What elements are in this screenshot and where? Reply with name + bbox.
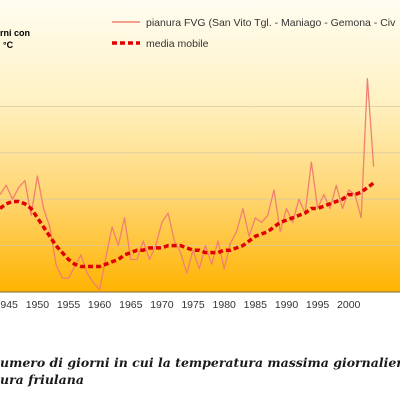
x-tick-label-1990: 1990: [275, 299, 299, 311]
x-tick-label-1975: 1975: [181, 299, 205, 311]
x-tick-label-1950: 1950: [26, 299, 50, 311]
y-axis-label-line-2: °C: [3, 40, 14, 50]
caption-line-1: umero di giorni in cui la temperatura ma…: [0, 355, 400, 370]
x-tick-label-2000: 2000: [337, 299, 361, 311]
x-tick-label-1985: 1985: [244, 299, 268, 311]
y-axis-label-line-1: rni con: [0, 28, 30, 38]
gridlines: [0, 106, 400, 247]
x-tick-label-1945: 1945: [0, 299, 18, 311]
caption-line-2: ura friulana: [0, 372, 84, 387]
legend: pianura FVG (San Vito Tgl. - Maniago - G…: [112, 17, 396, 50]
series-line-observed: [0, 77, 375, 291]
plot-background: [0, 0, 400, 292]
x-tick-label-1970: 1970: [150, 299, 174, 311]
series-line-moving-average: [0, 181, 375, 269]
legend-label-observed: pianura FVG (San Vito Tgl. - Maniago - G…: [146, 17, 396, 29]
x-tick-label-1965: 1965: [119, 299, 143, 311]
series-layer: [0, 77, 375, 291]
legend-label-moving-average: media mobile: [146, 38, 209, 50]
x-tick-label-1980: 1980: [213, 299, 237, 311]
x-tick-label-1995: 1995: [306, 299, 330, 311]
x-tick-label-1960: 1960: [88, 299, 112, 311]
x-tick-labels: 1945 1950 1955 1960 1965 1970 1975 1980 1985 1990…: [0, 299, 361, 311]
x-tick-label-1955: 1955: [57, 299, 81, 311]
